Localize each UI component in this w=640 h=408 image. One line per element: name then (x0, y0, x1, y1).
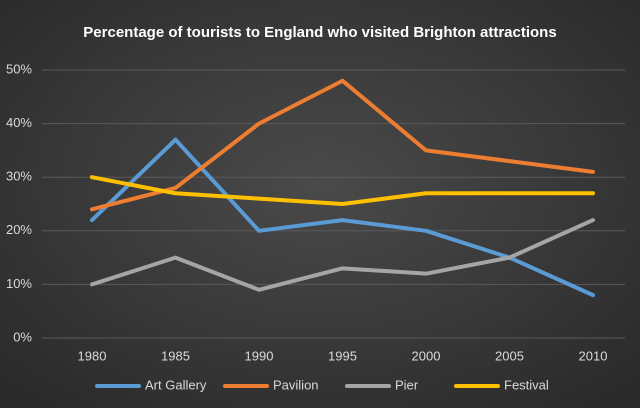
x-tick-label: 1995 (328, 348, 357, 363)
x-tick-label: 1985 (161, 348, 190, 363)
y-tick-label: 20% (6, 222, 32, 237)
x-tick-label: 2000 (412, 348, 441, 363)
x-tick-label: 2010 (579, 348, 608, 363)
y-tick-label: 10% (6, 276, 32, 291)
legend-label: Festival (504, 377, 549, 392)
x-tick-label: 1980 (78, 348, 107, 363)
x-tick-label: 1990 (245, 348, 274, 363)
y-tick-label: 0% (13, 329, 32, 344)
legend-label: Pavilion (273, 377, 319, 392)
y-tick-label: 30% (6, 169, 32, 184)
chart-title: Percentage of tourists to England who vi… (83, 24, 556, 41)
line-series (90, 78, 595, 212)
legend-label: Art Gallery (145, 377, 207, 392)
y-tick-label: 50% (6, 61, 32, 76)
x-tick-label: 2005 (495, 348, 524, 363)
y-tick-label: 40% (6, 115, 32, 130)
line-series (90, 218, 595, 292)
line-series (90, 175, 595, 206)
legend-label: Pier (395, 377, 419, 392)
